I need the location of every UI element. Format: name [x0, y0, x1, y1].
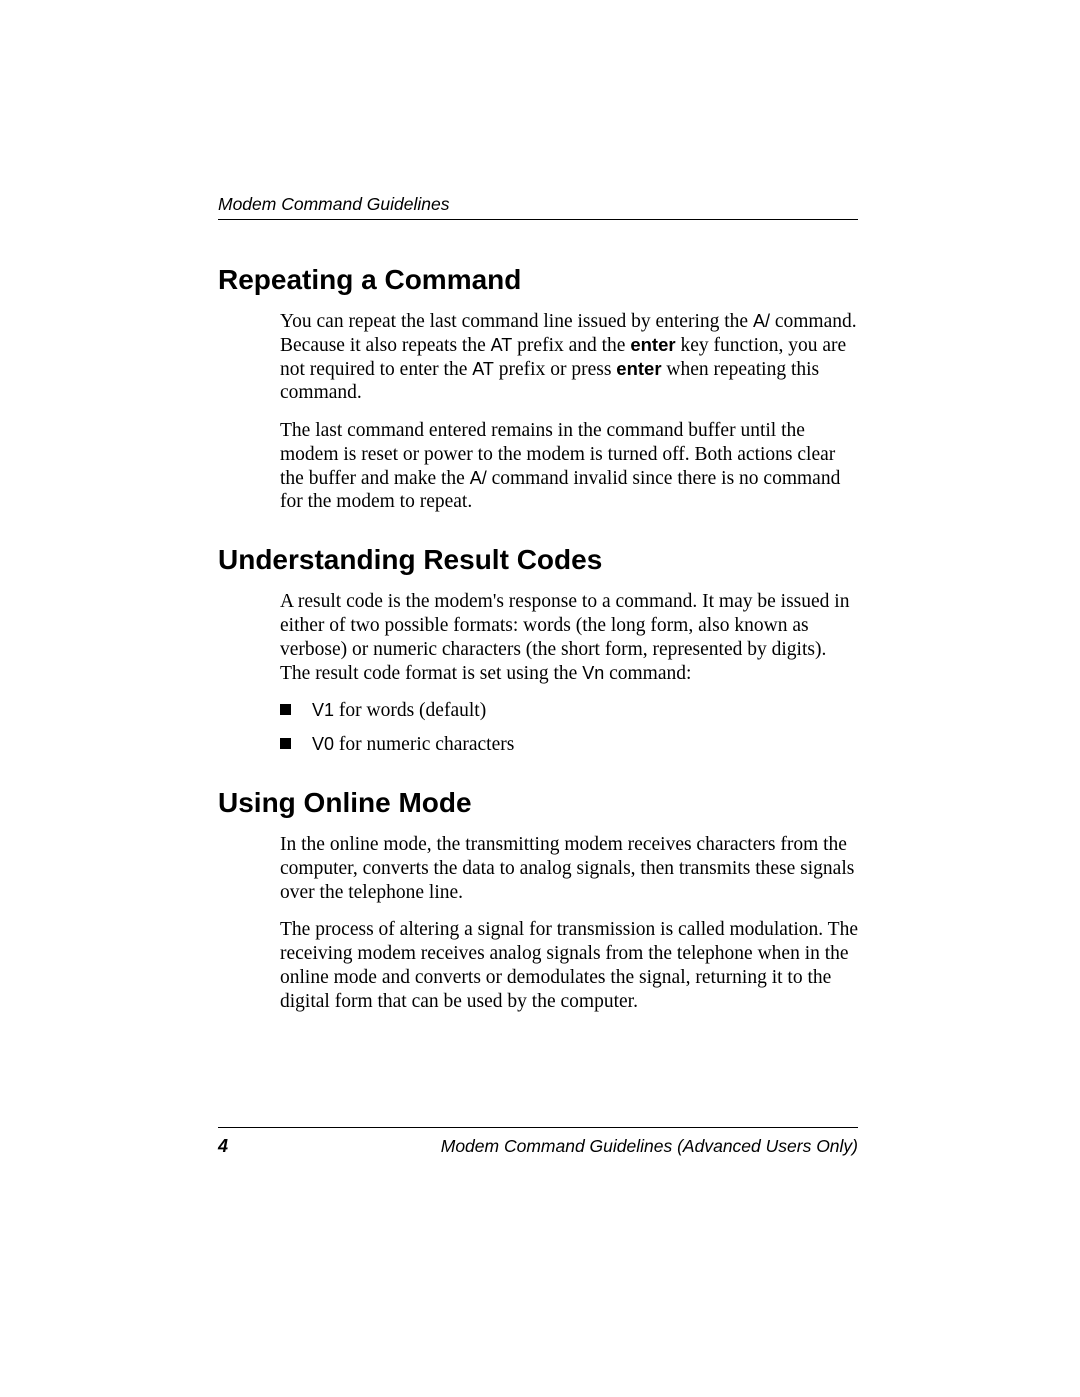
list-item: V1 for words (default) — [280, 699, 858, 723]
text-run: prefix or press — [494, 359, 616, 380]
running-header: Modem Command Guidelines — [218, 194, 858, 220]
inline-code: V0 — [312, 734, 334, 754]
inline-code: V1 — [312, 700, 334, 720]
inline-code: enter — [630, 334, 675, 355]
page-number: 4 — [218, 1136, 228, 1157]
page-content: Modem Command Guidelines Repeating a Com… — [218, 194, 858, 1043]
inline-code: A/ — [470, 468, 487, 488]
text-run: prefix and the — [512, 335, 630, 356]
text-run: for words (default) — [334, 700, 486, 721]
footer-title: Modem Command Guidelines (Advanced Users… — [441, 1136, 858, 1157]
inline-code: AT — [491, 335, 513, 355]
paragraph: A result code is the modem's response to… — [280, 590, 858, 685]
section: Understanding Result Codes A result code … — [218, 544, 858, 757]
section-body: You can repeat the last command line iss… — [280, 310, 858, 514]
text-run: for numeric characters — [334, 734, 514, 755]
page-footer: 4 Modem Command Guidelines (Advanced Use… — [218, 1127, 858, 1157]
inline-code: Vn — [582, 663, 604, 683]
paragraph: The process of altering a signal for tra… — [280, 918, 858, 1013]
paragraph: In the online mode, the transmitting mod… — [280, 833, 858, 904]
paragraph: The last command entered remains in the … — [280, 419, 858, 514]
section: Using Online Mode In the online mode, the… — [218, 787, 858, 1013]
section-body: In the online mode, the transmitting mod… — [280, 833, 858, 1013]
section-body: A result code is the modem's response to… — [280, 590, 858, 685]
section-heading: Repeating a Command — [218, 264, 858, 296]
section-heading: Using Online Mode — [218, 787, 858, 819]
inline-code: AT — [472, 359, 494, 379]
text-run: command: — [604, 663, 691, 684]
paragraph: You can repeat the last command line iss… — [280, 310, 858, 405]
text-run: In the online mode, the transmitting mod… — [280, 834, 854, 903]
inline-code: A/ — [753, 311, 770, 331]
text-run: A result code is the modem's response to… — [280, 591, 849, 683]
section-heading: Understanding Result Codes — [218, 544, 858, 576]
text-run: You can repeat the last command line iss… — [280, 311, 753, 332]
bullet-list: V1 for words (default)V0 for numeric cha… — [280, 699, 858, 757]
section: Repeating a Command You can repeat the la… — [218, 264, 858, 514]
text-run: The process of altering a signal for tra… — [280, 919, 858, 1011]
list-item: V0 for numeric characters — [280, 733, 858, 757]
inline-code: enter — [616, 358, 661, 379]
